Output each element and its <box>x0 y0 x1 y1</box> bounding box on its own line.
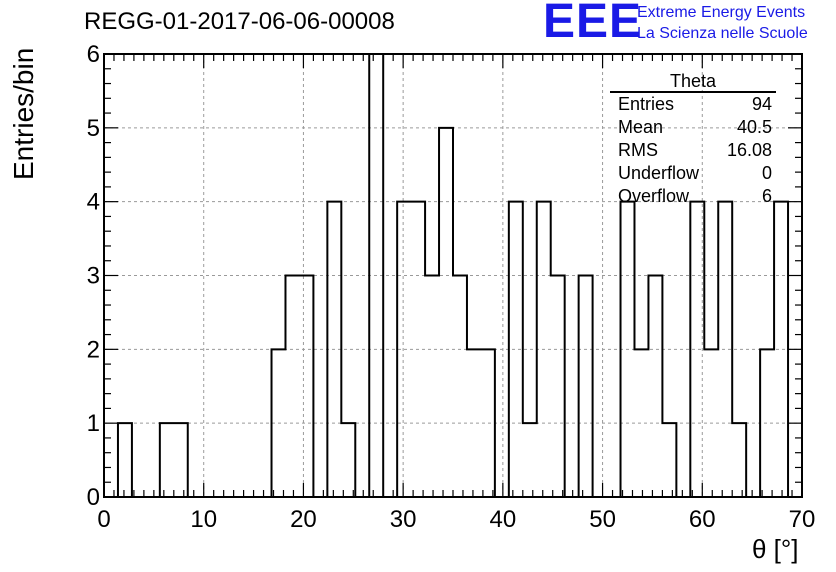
histogram-bin <box>439 128 453 497</box>
histogram-bin <box>704 349 718 497</box>
histogram-bin <box>774 202 788 497</box>
stats-row-overflow: Overflow 6 <box>610 185 776 208</box>
x-axis-label: θ [°] <box>752 534 799 564</box>
logo-subtitle-2: La Scienza nelle Scuole <box>637 25 808 42</box>
stats-label: Underflow <box>618 163 700 183</box>
x-tick-label: 10 <box>190 506 217 533</box>
stats-title: Theta <box>610 71 776 93</box>
y-tick-label: 2 <box>87 336 100 363</box>
stats-value: 0 <box>761 163 772 183</box>
y-tick-label: 0 <box>87 484 100 511</box>
histogram-bin <box>537 202 551 497</box>
x-tick-label: 30 <box>390 506 417 533</box>
histogram-bin <box>732 423 746 497</box>
histogram-bin <box>718 202 732 497</box>
y-tick-label: 4 <box>87 189 100 216</box>
histogram-bin <box>453 276 467 498</box>
histogram-bin <box>579 276 593 498</box>
histogram-bin <box>634 349 648 497</box>
x-tick-label: 0 <box>97 506 110 533</box>
stats-value: 16.08 <box>726 140 772 160</box>
histogram-bin <box>648 276 662 498</box>
y-tick-label: 5 <box>87 115 100 142</box>
x-tick-label: 50 <box>589 506 616 533</box>
x-tick-label: 40 <box>490 506 517 533</box>
histogram-bin <box>174 423 188 497</box>
stats-row-entries: Entries 94 <box>610 93 776 116</box>
stats-box: Theta Entries 94 Mean 40.5 RMS 16.08 Und… <box>610 71 776 208</box>
stats-row-rms: RMS 16.08 <box>610 139 776 162</box>
stats-label: Mean <box>618 117 664 137</box>
histogram-bin <box>481 349 495 497</box>
histogram-bin <box>118 423 132 497</box>
histogram-bin <box>160 423 174 497</box>
x-tick-label: 60 <box>689 506 716 533</box>
stats-row-mean: Mean 40.5 <box>610 116 776 139</box>
y-tick-label: 1 <box>87 410 100 437</box>
stats-label: Entries <box>618 94 675 114</box>
y-axis-label: Entries/bin <box>8 47 39 180</box>
histogram-bin <box>411 202 425 497</box>
histogram-bin <box>662 423 676 497</box>
eee-logo: EEE <box>543 0 643 48</box>
y-tick-label: 3 <box>87 263 100 290</box>
y-tick-label: 6 <box>87 41 100 68</box>
logo-subtitle-1: Extreme Energy Events <box>637 4 806 21</box>
histogram-bin <box>397 202 411 497</box>
histogram-bin <box>523 423 537 497</box>
stats-label: Overflow <box>618 186 690 206</box>
histogram-bin <box>299 276 313 498</box>
x-tick-label: 70 <box>789 506 816 533</box>
run-title: REGG-01-2017-06-06-00008 <box>84 8 395 35</box>
stats-label: RMS <box>618 140 658 160</box>
histogram-bin <box>621 202 635 497</box>
histogram-bin <box>551 276 565 498</box>
stats-value: 94 <box>751 94 772 114</box>
histogram-bin <box>425 276 439 498</box>
histogram-bin <box>327 202 341 497</box>
histogram-bin <box>369 54 383 497</box>
x-tick-label: 20 <box>290 506 317 533</box>
histogram-bin <box>285 276 299 498</box>
histogram-bin <box>467 349 481 497</box>
stats-value: 40.5 <box>736 117 772 137</box>
histogram-bin <box>509 202 523 497</box>
histogram-bin <box>690 202 704 497</box>
stats-row-underflow: Underflow 0 <box>610 162 776 185</box>
histogram-bin <box>272 349 286 497</box>
histogram-bin <box>760 349 774 497</box>
histogram-bin <box>341 423 355 497</box>
stats-value: 6 <box>761 186 772 206</box>
